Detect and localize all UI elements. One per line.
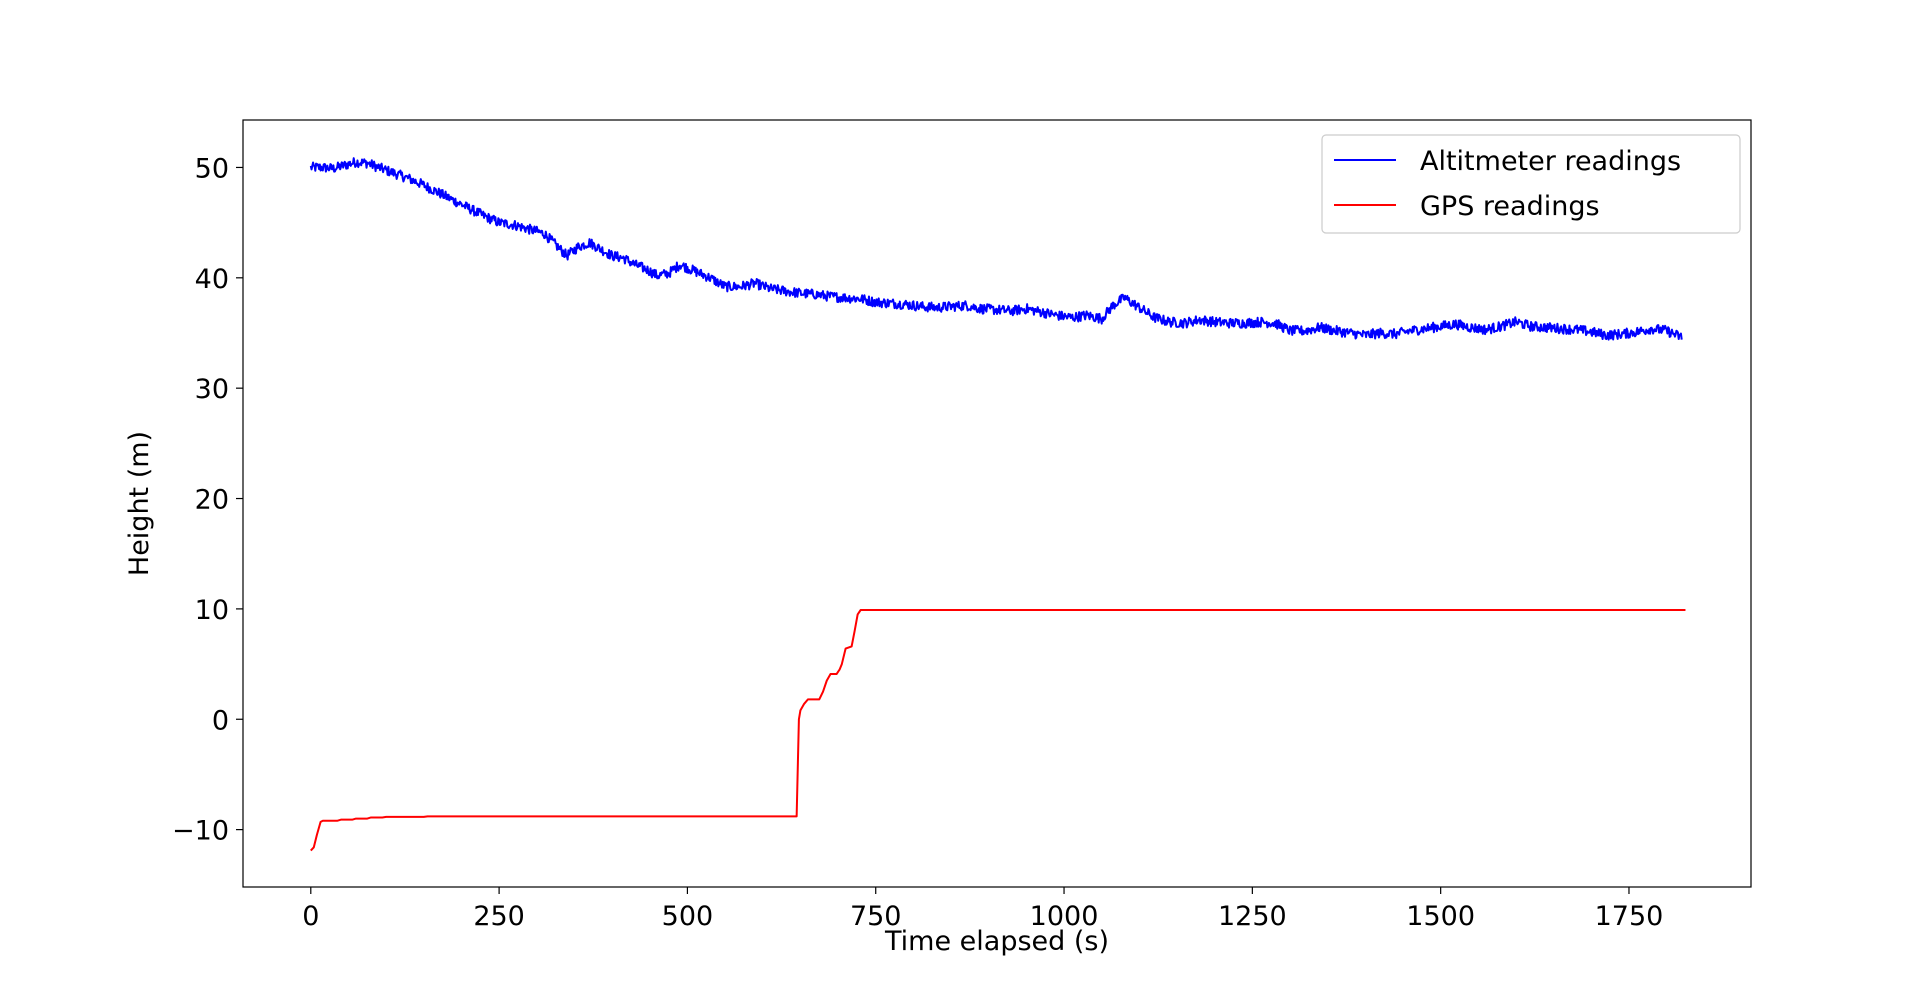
- x-tick-label: 1500: [1406, 901, 1475, 932]
- plot-frame: [242, 119, 1752, 888]
- y-axis: −10 0 10 20 30 40 50: [172, 153, 243, 847]
- y-tick-label: 50: [195, 153, 229, 184]
- y-tick-label: 30: [195, 374, 229, 405]
- y-tick-label: 0: [212, 705, 229, 736]
- x-axis: 0 250 500 750 1000 1250 1500 1750: [302, 887, 1663, 932]
- x-tick-label: 750: [850, 901, 902, 932]
- legend: Altitmeter readings GPS readings: [1321, 134, 1741, 234]
- series-layer: [309, 157, 1686, 852]
- y-tick-label: 20: [195, 485, 229, 516]
- legend-box: [1321, 134, 1741, 234]
- x-tick-label: 1250: [1218, 901, 1287, 932]
- x-tick-label: 250: [473, 901, 525, 932]
- series-line-gps: [310, 609, 1686, 852]
- legend-label-altimeter: Altitmeter readings: [1420, 146, 1681, 177]
- x-tick-label: 1750: [1595, 901, 1664, 932]
- series-line-altimeter: [309, 157, 1683, 341]
- legend-label-gps: GPS readings: [1420, 191, 1600, 222]
- x-tick-label: 0: [302, 901, 319, 932]
- y-tick-label: −10: [172, 816, 229, 847]
- y-tick-label: 10: [195, 595, 229, 626]
- y-axis-title: Height (m): [124, 431, 155, 576]
- x-tick-label: 500: [662, 901, 714, 932]
- x-axis-title: Time elapsed (s): [884, 926, 1109, 957]
- x-tick-label: 1000: [1030, 901, 1099, 932]
- y-tick-label: 40: [195, 264, 229, 295]
